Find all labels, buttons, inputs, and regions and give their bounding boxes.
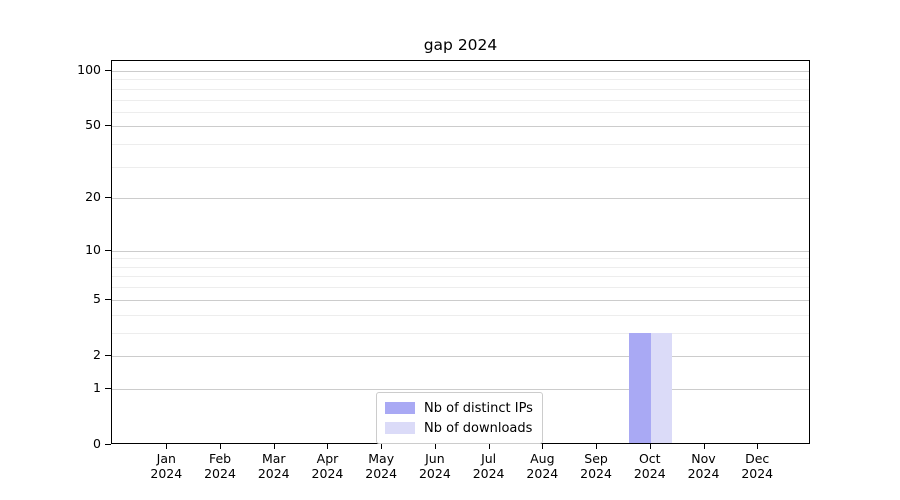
x-tick-label: Feb 2024 — [188, 451, 252, 481]
y-tick-mark — [105, 354, 111, 356]
minor-gridline — [112, 144, 809, 146]
minor-gridline — [112, 332, 809, 334]
x-tick-year: 2024 — [311, 466, 344, 481]
major-gridline — [112, 126, 809, 128]
minor-gridline — [112, 258, 809, 260]
x-tick-mark — [381, 444, 383, 449]
minor-gridline — [112, 79, 809, 81]
x-tick-year: 2024 — [633, 466, 666, 481]
x-tick-mark — [273, 444, 275, 449]
x-tick-mark — [327, 444, 329, 449]
y-tick-label: 10 — [85, 241, 101, 257]
minor-gridline — [112, 287, 809, 289]
y-tick-mark — [105, 387, 111, 389]
legend-label-distinct-ips: Nb of distinct IPs — [424, 400, 533, 416]
x-tick-mark — [488, 444, 490, 449]
major-gridline — [112, 355, 809, 357]
x-tick-month: Aug — [530, 451, 555, 466]
y-tick-mark — [105, 125, 111, 127]
x-tick-label: Jan 2024 — [134, 451, 198, 481]
x-tick-label: Sep 2024 — [564, 451, 628, 481]
x-tick-year: 2024 — [472, 466, 505, 481]
minor-gridline — [112, 266, 809, 268]
x-tick-year: 2024 — [204, 466, 236, 481]
minor-gridline — [112, 314, 809, 316]
x-tick-mark — [649, 444, 651, 449]
x-tick-month: Nov — [691, 451, 716, 466]
y-tick-label: 2 — [93, 346, 101, 362]
major-gridline — [112, 250, 809, 252]
y-tick-mark — [105, 70, 111, 71]
minor-gridline — [112, 111, 809, 113]
x-tick-month: Jun — [425, 451, 445, 466]
x-tick-label: Mar 2024 — [242, 451, 306, 481]
x-tick-label: Jun 2024 — [403, 451, 467, 481]
x-tick-year: 2024 — [418, 466, 451, 481]
x-tick-month: May — [368, 451, 395, 466]
x-tick-month: Mar — [261, 451, 286, 466]
y-tick-label: 1 — [93, 379, 101, 395]
bar-nb-of-distinct-ips-oct — [629, 332, 651, 443]
x-tick-year: 2024 — [150, 466, 183, 481]
x-tick-mark — [220, 444, 222, 449]
legend-entry-distinct-ips: Nb of distinct IPs — [385, 398, 533, 418]
x-tick-year: 2024 — [365, 466, 398, 481]
x-tick-year: 2024 — [257, 466, 290, 481]
minor-gridline — [112, 99, 809, 101]
y-tick-mark — [105, 444, 111, 445]
x-tick-year: 2024 — [741, 466, 774, 481]
x-tick-mark — [596, 444, 598, 449]
x-tick-month: Sep — [584, 451, 608, 466]
legend-label-downloads: Nb of downloads — [424, 420, 533, 436]
x-tick-label: Dec 2024 — [725, 451, 789, 481]
x-tick-mark — [703, 444, 705, 449]
x-tick-label: May 2024 — [349, 451, 413, 481]
x-tick-label: Aug 2024 — [510, 451, 574, 481]
major-gridline — [112, 299, 809, 301]
y-tick-label: 5 — [93, 290, 101, 306]
major-gridline — [112, 198, 809, 200]
x-tick-label: Apr 2024 — [295, 451, 359, 481]
x-tick-mark — [434, 444, 436, 449]
y-tick-mark — [105, 197, 111, 199]
x-tick-month: Apr — [316, 451, 339, 466]
y-tick-mark — [105, 249, 111, 251]
x-tick-month: Oct — [638, 451, 661, 466]
legend: Nb of distinct IPs Nb of downloads — [376, 392, 543, 444]
x-tick-mark — [542, 444, 544, 449]
x-tick-month: Jan — [156, 451, 176, 466]
x-tick-month: Jul — [481, 451, 497, 466]
legend-swatch-downloads — [385, 422, 415, 434]
major-gridline — [112, 71, 809, 72]
x-tick-mark — [166, 444, 168, 449]
minor-gridline — [112, 276, 809, 278]
bar-nb-of-downloads-oct — [650, 332, 673, 443]
major-gridline — [112, 388, 809, 390]
y-tick-label: 100 — [77, 62, 101, 77]
x-tick-month: Feb — [208, 451, 232, 466]
x-tick-label: Jul 2024 — [457, 451, 521, 481]
y-tick-label: 20 — [85, 189, 101, 205]
chart-title: gap 2024 — [423, 36, 498, 54]
x-tick-mark — [757, 444, 759, 449]
x-tick-label: Nov 2024 — [672, 451, 736, 481]
x-tick-year: 2024 — [526, 466, 559, 481]
y-tick-label: 50 — [85, 117, 101, 133]
minor-gridline — [112, 166, 809, 168]
x-tick-year: 2024 — [580, 466, 612, 481]
x-tick-month: Dec — [745, 451, 770, 466]
minor-gridline — [112, 88, 809, 90]
plot-area — [111, 60, 810, 444]
x-tick-label: Oct 2024 — [618, 451, 682, 481]
legend-entry-downloads: Nb of downloads — [385, 418, 533, 438]
y-tick-mark — [105, 298, 111, 300]
y-tick-label: 0 — [93, 436, 101, 451]
x-tick-year: 2024 — [687, 466, 720, 481]
legend-swatch-distinct-ips — [385, 402, 415, 414]
